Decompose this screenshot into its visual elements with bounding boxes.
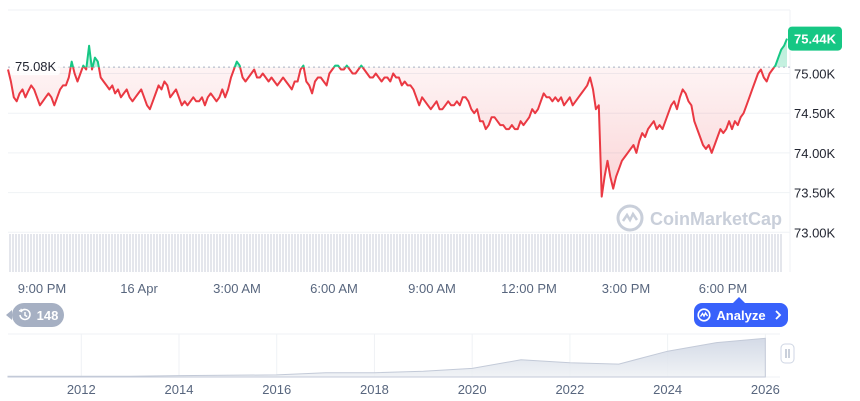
history-icon: [18, 308, 32, 322]
x-tick-label: 3:00 AM: [213, 281, 261, 296]
current-price-badge: 75.44K: [788, 26, 842, 51]
area-below-reference: [8, 67, 787, 197]
navigator-year-label: 2026: [751, 382, 780, 397]
watermark-text: CoinMarketCap: [650, 209, 782, 229]
y-tick-label: 75.00K: [794, 67, 836, 82]
navigator-year-label: 2024: [653, 382, 682, 397]
analyze-button[interactable]: Analyze: [694, 297, 788, 327]
current-price-text: 75.44K: [794, 32, 837, 47]
x-tick-label: 16 Apr: [120, 281, 158, 296]
navigator-history-area: [7, 337, 766, 378]
navigator-year-ticks: 2012 2014 2016 2018 2020 2022 2024 2026: [67, 382, 780, 397]
navigator-year-label: 2022: [555, 382, 584, 397]
drag-handle-icon: [785, 349, 790, 358]
price-line-above: [69, 38, 788, 68]
watermark: CoinMarketCap: [616, 204, 782, 232]
y-tick-label: 73.00K: [794, 225, 836, 240]
x-tick-label: 6:00 AM: [310, 281, 358, 296]
navigator-year-label: 2018: [360, 382, 389, 397]
navigator-year-label: 2014: [165, 382, 194, 397]
x-tick-label: 9:00 PM: [18, 281, 66, 296]
coinmarketcap-logo-icon: [697, 308, 712, 322]
volume-bars: [8, 234, 783, 272]
reference-price-label: 75.08K: [10, 57, 60, 76]
x-tick-label: 9:00 AM: [408, 281, 456, 296]
history-button[interactable]: 148: [6, 303, 64, 327]
price-line-below: [7, 67, 776, 198]
coinmarketcap-logo-icon: [616, 204, 644, 232]
y-tick-label: 73.50K: [794, 186, 836, 201]
analyze-label: Analyze: [716, 307, 766, 323]
navigator-year-label: 2016: [262, 382, 291, 397]
x-tick-label: 6:00 PM: [699, 281, 747, 296]
y-axis-ticks: 75.00K 74.50K 74.00K 73.50K 73.00K: [794, 67, 836, 241]
x-axis-ticks: 9:00 PM 16 Apr 3:00 AM 6:00 AM 9:00 AM 12:00 …: [18, 281, 747, 296]
x-tick-label: 3:00 PM: [602, 281, 650, 296]
chevron-right-icon: [771, 308, 785, 322]
navigator-year-label: 2020: [458, 382, 487, 397]
y-tick-label: 74.00K: [794, 146, 836, 161]
y-tick-label: 74.50K: [794, 106, 836, 121]
navigator-handle[interactable]: [780, 343, 795, 364]
history-count: 148: [36, 307, 59, 323]
range-navigator[interactable]: 2012 2014 2016 2018 2020 2022 2024 2026: [7, 333, 795, 397]
reference-price-text: 75.08K: [15, 59, 57, 74]
x-tick-label: 12:00 PM: [501, 281, 557, 296]
navigator-year-label: 2012: [67, 382, 96, 397]
area-above-reference: [70, 38, 787, 68]
